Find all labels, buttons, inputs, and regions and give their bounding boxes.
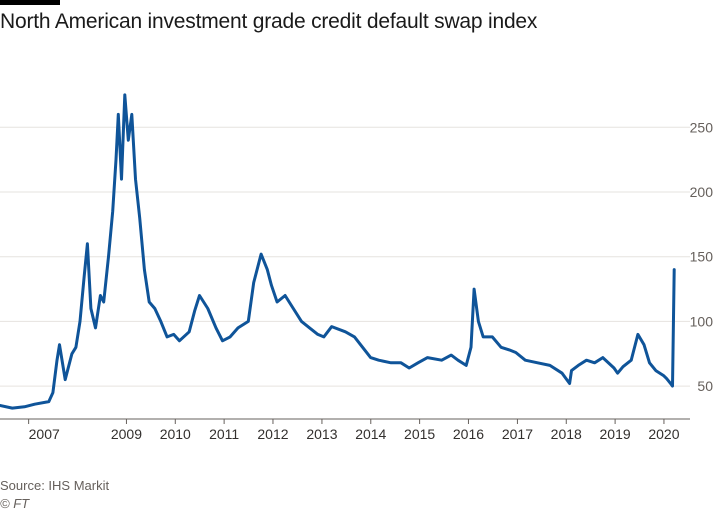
gridlines [0,126,690,387]
y-tick-label: 200 [690,184,714,200]
x-tick-label: 2018 [551,426,582,442]
x-tick-label: 2007 [29,426,60,442]
x-tick-label: 2020 [648,426,679,442]
x-tick-label: 2019 [600,426,631,442]
source-note: Source: IHS Markit [0,478,110,493]
x-axis: 2007 2009 2010 2011 2012 2013 2014 2015 2016 2017… [0,418,690,442]
brand-bar [0,0,60,5]
x-tick-label: 2009 [111,426,142,442]
y-tick-label: 250 [690,119,714,135]
chart-title: North American investment grade credit d… [0,10,538,33]
x-tick-label: 2012 [257,426,288,442]
x-tick-label: 2011 [209,426,239,442]
y-tick-label: 150 [690,249,714,265]
y-tick-label: 50 [697,378,713,394]
x-tick-label: 2015 [404,426,435,442]
y-axis: 50 100 150 200 250 [690,119,714,394]
x-tick-label: 2013 [306,426,337,442]
x-tick-label: 2010 [160,426,191,442]
y-tick-label: 100 [690,313,714,329]
series-layer [0,93,676,410]
x-tick-label: 2016 [453,426,484,442]
series-line-0 [0,93,676,410]
x-tick-label: 2017 [502,426,533,442]
credit-note: © FT [0,496,30,511]
x-tick-label: 2014 [355,426,386,442]
